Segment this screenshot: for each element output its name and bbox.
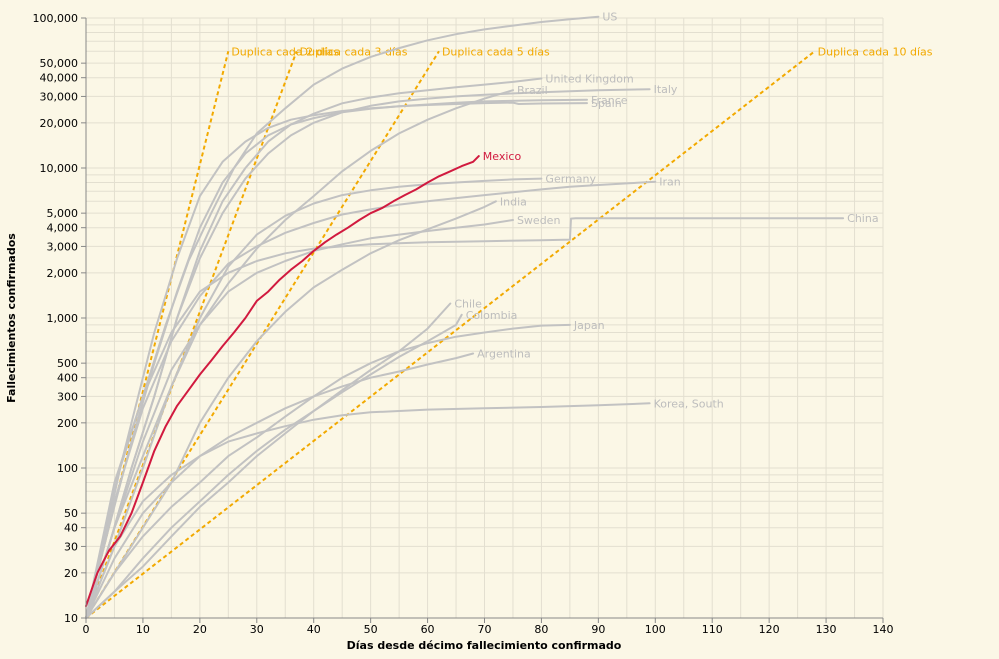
series-label-india: India: [500, 195, 527, 208]
series-line-mexico: [85, 155, 480, 608]
series-line-italy: [85, 88, 651, 619]
y-tick-label: 50,000: [40, 57, 79, 70]
series-label-brazil: Brazil: [517, 84, 548, 97]
x-tick-label: 100: [645, 623, 666, 636]
x-tick-label: 60: [421, 623, 435, 636]
y-axis-title: Fallecimientos confirmados: [5, 233, 18, 403]
series-label-spain: Spain: [591, 97, 622, 110]
x-tick-label: 80: [534, 623, 548, 636]
y-tick-label: 100,000: [33, 12, 79, 25]
y-tick-label: 200: [57, 417, 78, 430]
x-tick-label: 70: [478, 623, 492, 636]
x-tick-label: 20: [193, 623, 207, 636]
series-line-sweden: [85, 219, 514, 619]
y-tick-label: 20,000: [40, 117, 79, 130]
reference-line-duplica-cada-2-d-as: [85, 51, 230, 619]
y-tick-label: 1,000: [47, 312, 79, 325]
y-tick-label: 3,000: [47, 240, 79, 253]
y-tick-label: 5,000: [47, 207, 79, 220]
x-axis-title: Días desde décimo fallecimiento confirma…: [347, 639, 622, 652]
y-tick-label: 40: [64, 522, 78, 535]
series-line-japan: [85, 323, 571, 619]
series-line-france: [85, 98, 588, 619]
x-tick-label: 110: [702, 623, 723, 636]
y-tick-label: 10: [64, 612, 78, 625]
x-tick-label: 10: [136, 623, 150, 636]
series-line-korea-south: [85, 402, 651, 619]
series-label-colombia: Colombia: [466, 309, 518, 322]
x-tick-label: 30: [250, 623, 264, 636]
y-tick-label: 2,000: [47, 267, 79, 280]
series-label-us: US: [602, 11, 617, 24]
reference-line-duplica-cada-3-d-as: [85, 50, 298, 619]
series-line-iran: [85, 180, 657, 619]
y-tick-label: 300: [57, 390, 78, 403]
x-tick-label: 130: [816, 623, 837, 636]
series-label-germany: Germany: [545, 173, 596, 186]
series-label-italy: Italy: [654, 83, 678, 96]
series-label-france: France: [591, 94, 628, 107]
x-tick-label: 50: [364, 623, 378, 636]
series-line-argentina: [85, 352, 475, 619]
grid: [85, 17, 884, 619]
y-tick-label: 30: [64, 540, 78, 553]
y-tick-label: 20: [64, 567, 78, 580]
series-label-japan: Japan: [573, 319, 605, 332]
series-label-iran: Iran: [659, 176, 681, 189]
series-line-germany: [85, 177, 543, 619]
series-label-mexico: Mexico: [483, 150, 522, 163]
y-tick-label: 50: [64, 507, 78, 520]
series-label-united-kingdom: United Kingdom: [545, 73, 633, 86]
y-tick-label: 10,000: [40, 162, 79, 175]
series-line-spain: [85, 101, 588, 619]
series-label-chile: Chile: [454, 297, 482, 310]
series-label-china: China: [847, 212, 878, 225]
y-tick-label: 30,000: [40, 90, 79, 103]
y-tick-label: 100: [57, 462, 78, 475]
series-line-china: [85, 217, 845, 619]
series-line-us: [85, 15, 600, 619]
series-line-chile: [85, 302, 452, 619]
y-tick-label: 40,000: [40, 72, 79, 85]
series-label-argentina: Argentina: [477, 347, 531, 360]
y-tick-label: 500: [57, 357, 78, 370]
axes: 0 10 20 30 40 50 60 70 80 90 100 110 120 130 140 10 20 30…: [33, 12, 894, 636]
reference-label-duplica-cada-2-d-as: Duplica cada 2 días: [231, 45, 339, 58]
y-tick-label: 4,000: [47, 222, 79, 235]
x-tick-label: 120: [759, 623, 780, 636]
series-line-india: [85, 200, 497, 619]
x-tick-label: 0: [83, 623, 90, 636]
reference-label-duplica-cada-5-d-as: Duplica cada 5 días: [442, 45, 550, 58]
reference-label-duplica-cada-3-d-as: Duplica cada 3 días: [300, 45, 408, 58]
reference-label-duplica-cada-10-d-as: Duplica cada 10 días: [818, 45, 933, 58]
x-tick-label: 40: [307, 623, 321, 636]
series-line-brazil: [85, 89, 514, 619]
y-tick-label: 400: [57, 372, 78, 385]
series-label-korea-south: Korea, South: [654, 397, 724, 410]
x-tick-label: 140: [873, 623, 894, 636]
series-lines: [85, 15, 845, 619]
series-label-sweden: Sweden: [517, 214, 560, 227]
x-tick-label: 90: [591, 623, 605, 636]
